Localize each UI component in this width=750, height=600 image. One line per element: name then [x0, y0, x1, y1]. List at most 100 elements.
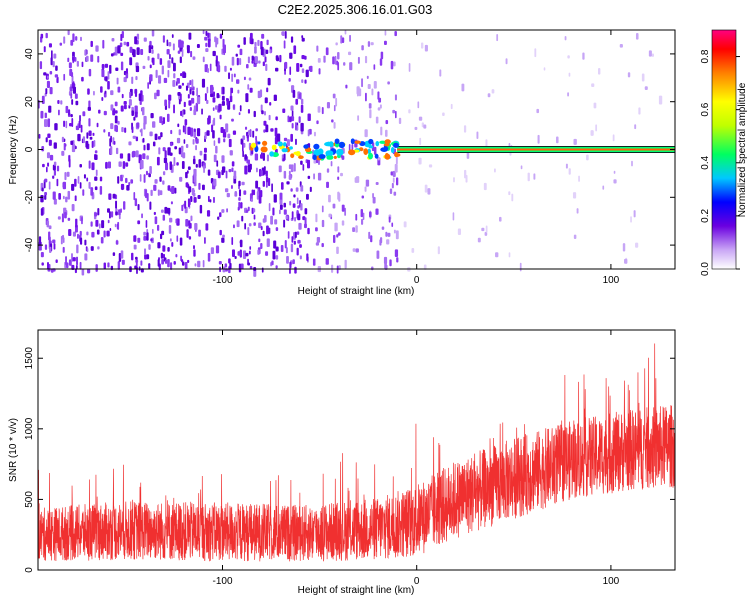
spectrogram-cell	[268, 178, 271, 187]
snr-y-tick-label: 1000	[24, 417, 35, 440]
spectrogram-cell	[71, 144, 76, 153]
spectrogram-cell	[96, 229, 100, 235]
signal-band-peak	[397, 148, 675, 151]
spectrogram-cell	[418, 116, 423, 121]
spectrogram-cell	[519, 262, 522, 272]
spectrogram-cell	[265, 49, 269, 55]
spectrogram-cell	[282, 108, 286, 113]
spectrogram-cell	[160, 252, 164, 259]
spectrogram-cell	[238, 201, 241, 210]
spectrogram-cell	[121, 93, 124, 99]
spectrogram-cell	[189, 89, 192, 95]
spectrogram-cell	[57, 100, 60, 104]
spectrogram-cell	[120, 33, 123, 42]
spectrogram-cell	[215, 145, 218, 154]
spectrogram-cell	[262, 61, 265, 67]
spectrogram-cell	[336, 265, 339, 274]
spectrogram-cell	[321, 205, 324, 213]
spectrogram-cell	[332, 203, 336, 209]
spectrogram-cell	[376, 250, 380, 259]
spectrogram-cell	[140, 159, 144, 169]
spectrogram-cell	[44, 112, 47, 119]
spectrogram-cell	[115, 200, 118, 209]
spectrogram-cell	[155, 69, 158, 78]
spectrogram-cell	[165, 208, 169, 214]
spectrogram-cell	[279, 54, 282, 63]
spectrogram-cell	[326, 181, 329, 188]
spectrogram-cell	[344, 30, 347, 35]
spectrogram-cell	[166, 39, 169, 47]
spectrogram-cell	[74, 56, 77, 62]
spectrogram-cell	[146, 192, 149, 202]
spectrogram-cell	[428, 164, 433, 168]
spectrogram-cell	[109, 138, 112, 147]
spectrogram-cell	[296, 247, 299, 256]
spectrogram-cell	[281, 31, 285, 36]
spectrogram-cell	[38, 133, 41, 139]
spectrogram-cell	[341, 37, 345, 43]
spectrogram-cell	[94, 186, 98, 191]
spectrogram-cell	[307, 113, 311, 121]
spectrogram-cell	[103, 262, 106, 269]
spectrogram-cell	[165, 162, 169, 171]
spectrogram-cell	[228, 258, 231, 264]
spectrogram-cell	[134, 198, 138, 207]
spectrogram-cell	[362, 212, 365, 220]
spectrogram-cell	[86, 177, 89, 182]
spectrogram-cell	[40, 252, 44, 258]
spectrogram-cell	[188, 32, 192, 40]
spectrogram-cell	[461, 83, 465, 92]
spectrogram-cell	[280, 182, 284, 190]
spectrogram-cell	[394, 110, 397, 119]
spectrogram-cell	[279, 199, 283, 205]
spectrogram-cell	[190, 50, 193, 58]
spectrogram-cell	[221, 155, 225, 163]
spectrogram-cell	[297, 205, 300, 209]
spectrogram-cell	[40, 33, 44, 39]
spectrogram-cell	[103, 110, 107, 116]
spectrogram-cell	[202, 56, 205, 63]
spectrogram-cell	[124, 127, 127, 133]
spectrogram-cell	[167, 258, 170, 268]
spectrogram-cell	[313, 173, 315, 180]
spectrogram-cell	[168, 225, 172, 234]
spectrogram-cell	[237, 251, 241, 256]
spectrogram-cell	[180, 93, 182, 102]
spectrogram-cell	[63, 120, 66, 128]
spectrogram-cell	[247, 84, 250, 90]
spectrogram-cell	[279, 209, 281, 215]
spectrogram-cell	[312, 258, 316, 266]
spectrogram-cell	[321, 219, 325, 228]
spectrogram-cell	[166, 113, 170, 122]
spectrogram-cell	[129, 57, 133, 66]
spectrogram-cell	[207, 68, 209, 73]
spectrogram-cell	[128, 182, 131, 186]
spectrogram-cell	[345, 84, 348, 89]
spectrogram-cell	[72, 56, 75, 62]
spectrogram-cell	[238, 112, 241, 116]
spectrogram-cell	[301, 98, 304, 105]
spectrogram-cell	[389, 188, 393, 194]
spectrogram-cell	[47, 162, 50, 167]
spectrogram-cell	[161, 230, 165, 236]
spectrogram-cell	[332, 56, 335, 65]
spectrogram-cell	[126, 41, 130, 47]
spectrogram-cell	[46, 220, 50, 228]
spectrogram-cell	[74, 268, 77, 274]
spectrogram-cell	[68, 62, 72, 69]
spectrogram-cell	[358, 88, 362, 97]
spectrogram-cell	[122, 174, 124, 178]
spectrogram-cell	[301, 79, 304, 83]
spectrogram-cell	[364, 129, 368, 138]
spectrogram-cell	[222, 86, 225, 95]
spectrogram-cell	[87, 268, 91, 274]
spectrogram-cell	[188, 100, 192, 106]
signal-band-blob	[283, 142, 287, 147]
spectrogram-cell	[133, 244, 137, 250]
spectrogram-cell	[194, 263, 197, 267]
spectrogram-cell	[157, 136, 161, 140]
spectrogram-cell	[414, 126, 418, 130]
spectrogram-cell	[104, 63, 109, 68]
spectrogram-cell	[385, 120, 389, 125]
spectrogram-cell	[287, 215, 290, 222]
